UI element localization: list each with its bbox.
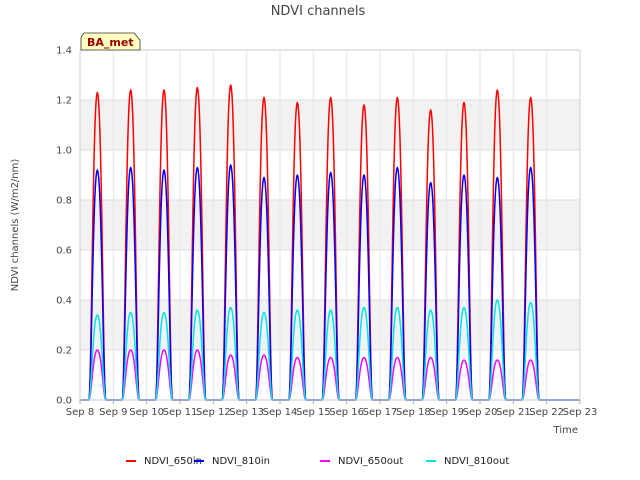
legend-label: NDVI_810in [212,456,270,467]
series-lines [79,84,581,401]
y-tick-label: 1.2 [56,96,72,107]
y-tick-label: 1.0 [56,146,72,157]
x-tick-label: Sep 15 [296,407,331,418]
chart-title: NDVI channels [271,4,366,19]
band [80,200,580,250]
series-line-NDVI_650out [79,349,581,401]
badge-shape [80,32,141,51]
legend: NDVI_650in NDVI_810in NDVI_650out NDVI_810o… [126,456,509,467]
series-line-NDVI_650in [79,84,581,401]
y-tick-label: 0.2 [56,346,72,357]
y-tick-label: 0.6 [56,246,72,257]
x-tick-label: Sep 21 [496,407,531,418]
x-tick-label: Sep 9 [99,407,127,418]
series-line-NDVI_810out [79,299,581,401]
x-tick-label: Sep 11 [163,407,198,418]
plot-frame [79,49,581,401]
x-tick-label: Sep 18 [396,407,431,418]
x-tick-label: Sep 16 [329,407,364,418]
x-tick-label: Sep 17 [363,407,398,418]
y-tick-label: 1.4 [56,46,72,57]
legend-label: NDVI_810out [444,456,509,467]
x-tick-label: Sep 10 [129,407,164,418]
x-tick-label: Sep 23 [563,407,598,418]
y-tick-label: 0.4 [56,296,72,307]
badge-label: BA_met [87,36,134,49]
x-tick-label: Sep 20 [463,407,498,418]
x-tick-label: Sep 22 [529,407,564,418]
y-tick-label: 0.0 [56,396,72,407]
legend-label: NDVI_650out [338,456,403,467]
y-tick-label: 0.8 [56,196,72,207]
x-axis-title: Time [553,425,578,436]
legend-label: NDVI_650in [144,456,202,467]
series-line-NDVI_810in [79,164,581,401]
y-axis-title: NDVI channels (W/m2/nm) [10,159,21,292]
station-badge: BA_met [80,32,141,51]
y-axis-ticks: 0.0 0.2 0.4 0.6 0.8 1.0 1.2 1.4 [56,46,72,407]
x-tick-label: Sep 14 [263,407,298,418]
x-tick-label: Sep 19 [429,407,464,418]
x-tick-label: Sep 12 [196,407,231,418]
x-tick-label: Sep 8 [66,407,94,418]
x-tick-label: Sep 13 [229,407,264,418]
band [80,300,580,350]
